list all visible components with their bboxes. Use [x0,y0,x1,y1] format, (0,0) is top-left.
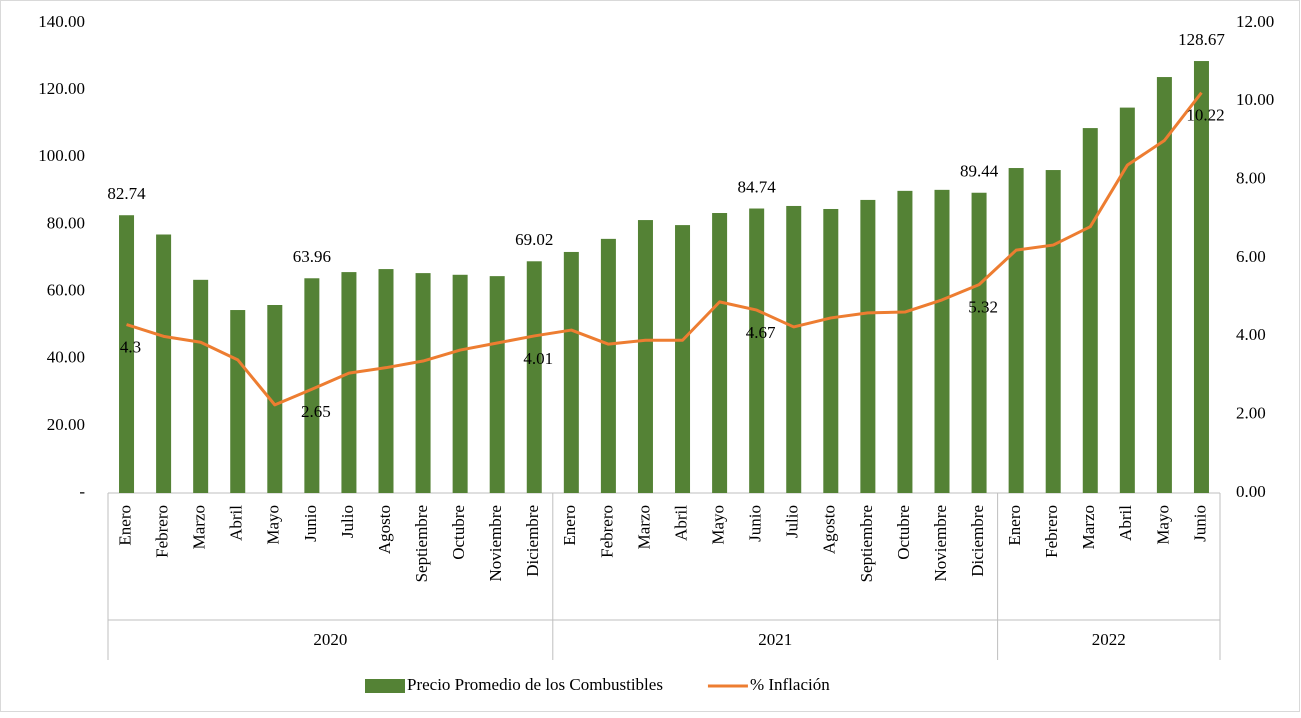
bar [378,269,394,493]
bar [341,272,357,493]
x-tick-label: Noviembre [486,505,505,581]
bar [1193,61,1209,493]
x-tick-label: Junio [301,505,320,542]
x-tick-label: Marzo [190,505,209,549]
line-value-label: 2.65 [301,402,331,421]
y-tick-label: 100.00 [38,146,85,165]
bar [600,238,616,493]
x-tick-label: Julio [338,505,357,538]
y-tick-label: 120.00 [38,79,85,98]
x-tick-label: Diciembre [523,505,542,577]
y2-tick-label: 10.00 [1236,90,1274,109]
bar [452,274,468,493]
bar [415,273,431,493]
group-label: 2021 [758,630,792,649]
bar [1082,128,1098,494]
x-tick-label: Octubre [894,505,913,560]
x-tick-label: Abril [671,505,690,541]
bar-value-label: 89.44 [960,162,999,181]
x-tick-label: Mayo [709,505,728,545]
bar [119,215,135,494]
x-tick-label: Septiembre [412,505,431,582]
bar [1008,168,1024,493]
x-tick-label: Diciembre [968,505,987,577]
bar [230,310,246,493]
bar [1156,77,1172,494]
y2-tick-label: 2.00 [1236,404,1266,423]
legend-swatch [365,679,405,693]
x-tick-label: Septiembre [857,505,876,582]
x-tick-label: Enero [1005,505,1024,546]
x-tick-label: Enero [560,505,579,546]
x-tick-label: Enero [115,505,134,546]
y2-tick-label: 6.00 [1236,247,1266,266]
x-tick-label: Noviembre [931,505,950,581]
bar [156,234,172,493]
y-tick-label: 60.00 [47,280,85,299]
group-label: 2022 [1092,630,1126,649]
line-value-label: 4.3 [120,337,141,356]
bar [304,278,320,493]
bar [637,220,653,494]
x-tick-label: Mayo [264,505,283,545]
bar [489,276,505,493]
y-tick-label: - [79,482,85,501]
x-tick-label: Mayo [1153,505,1172,545]
x-tick-label: Agosto [375,505,394,554]
y2-tick-label: 12.00 [1236,12,1274,31]
bar [823,208,839,493]
bar [971,192,987,494]
bar [934,189,950,493]
y-tick-label: 140.00 [38,12,85,31]
bar [1045,170,1061,494]
bar [749,208,765,493]
y2-tick-label: 4.00 [1236,325,1266,344]
x-tick-label: Febrero [153,505,172,558]
bar-value-label: 63.96 [293,247,331,266]
line [126,91,1203,407]
bar [675,225,691,493]
group-label: 2020 [313,630,347,649]
x-tick-label: Octubre [449,505,468,560]
y-tick-label: 80.00 [47,213,85,232]
bar [786,205,802,493]
bar [193,279,209,493]
x-tick-label: Febrero [597,505,616,558]
x-tick-label: Abril [227,505,246,541]
bar [897,190,913,493]
x-tick-label: Agosto [820,505,839,554]
x-tick-label: Marzo [1079,505,1098,549]
x-tick-label: Julio [783,505,802,538]
bar-value-label: 82.74 [107,184,146,203]
x-tick-label: Abril [1116,505,1135,541]
bar [712,213,728,493]
bar [563,251,579,493]
y2-tick-label: 0.00 [1236,482,1266,501]
bar [526,261,542,493]
bar-value-label: 69.02 [515,230,553,249]
line-value-label: 4.01 [523,349,553,368]
x-tick-label: Junio [746,505,765,542]
x-tick-label: Junio [1190,505,1209,542]
bar [860,199,876,493]
x-tick-label: Marzo [634,505,653,549]
line-value-label: 10.22 [1186,106,1224,125]
line-value-label: 4.67 [746,323,776,342]
bar-value-label: 84.74 [738,177,777,196]
legend-label: Precio Promedio de los Combustibles [407,675,663,694]
y-tick-label: 40.00 [47,348,85,367]
x-tick-label: Febrero [1042,505,1061,558]
line-value-label: 5.32 [968,298,998,317]
bar-value-label: 128.67 [1178,30,1225,49]
legend-label: % Inflación [750,675,830,694]
y2-tick-label: 8.00 [1236,169,1266,188]
y-tick-label: 20.00 [47,415,85,434]
bar [1119,107,1135,493]
bar [267,305,283,493]
